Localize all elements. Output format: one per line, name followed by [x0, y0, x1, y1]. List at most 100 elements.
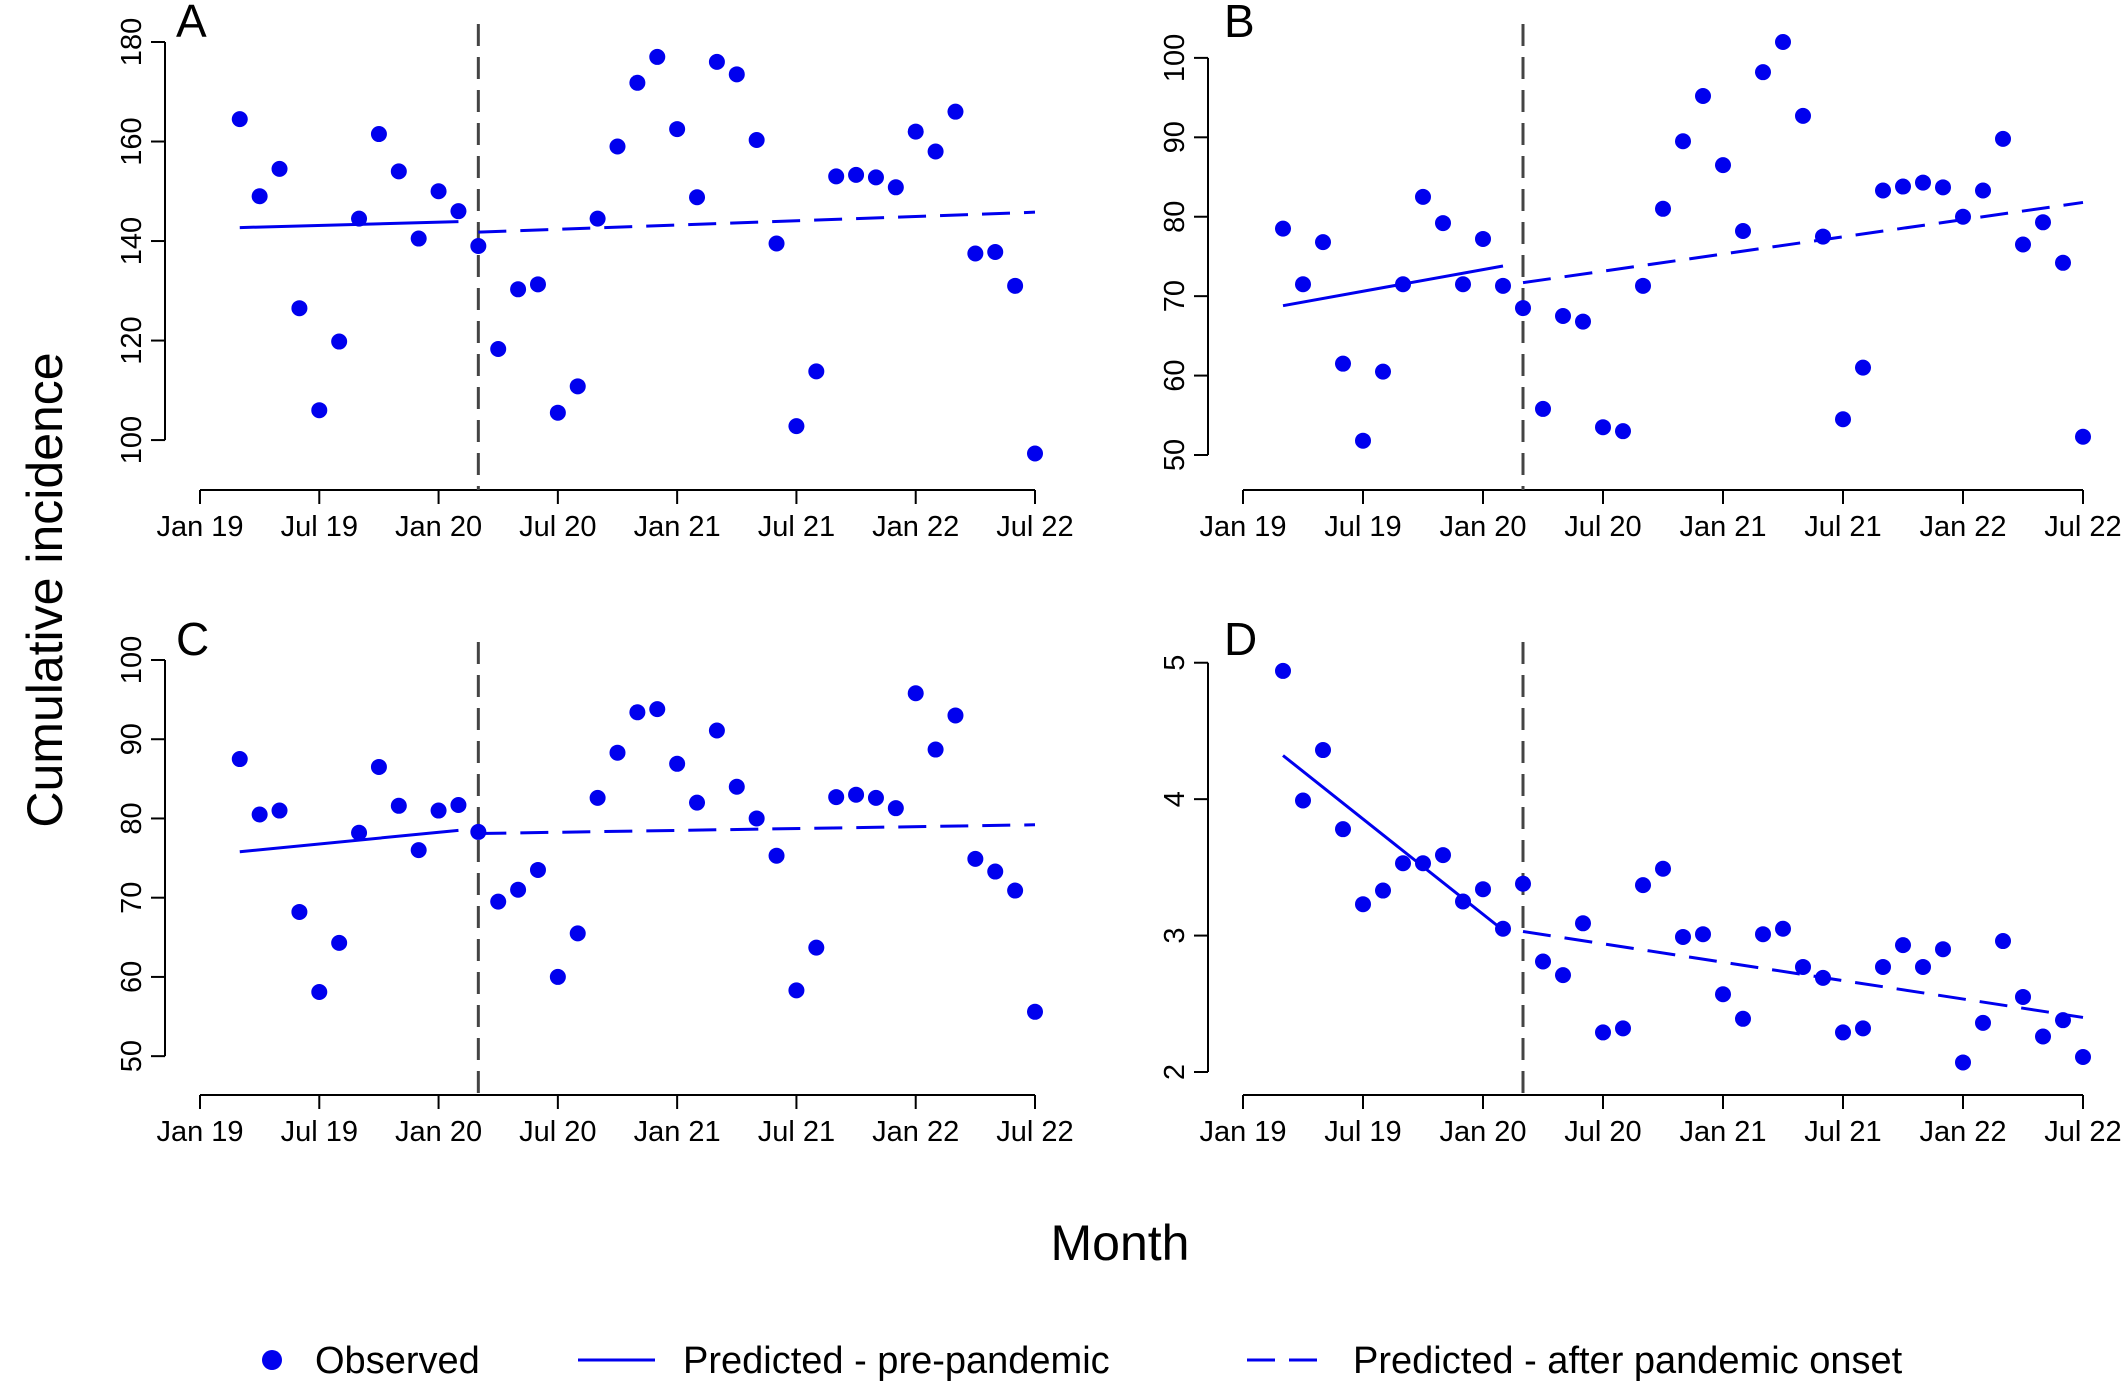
- observed-point: [251, 806, 268, 823]
- observed-point: [1915, 174, 1931, 191]
- x-tick-label: Jul 20: [519, 511, 596, 543]
- observed-point: [1495, 277, 1511, 294]
- observed-point: [1355, 432, 1371, 449]
- panel-letter: C: [176, 613, 209, 665]
- observed-point: [370, 758, 387, 775]
- legend-post-onset-label: Predicted - after pandemic onset: [1353, 1340, 1903, 1382]
- observed-point: [589, 789, 606, 806]
- observed-point: [1435, 847, 1451, 864]
- observed-point: [848, 786, 865, 803]
- observed-point: [2035, 1028, 2051, 1045]
- y-tick-label: 100: [116, 636, 148, 684]
- y-tick-label: 80: [116, 802, 148, 834]
- observed-point: [1675, 133, 1691, 150]
- observed-point: [549, 968, 566, 985]
- observed-point: [828, 168, 845, 185]
- observed-point: [689, 189, 706, 206]
- x-tick-label: Jan 22: [1919, 511, 2006, 543]
- observed-point: [1375, 882, 1391, 899]
- observed-point: [1295, 276, 1311, 293]
- observed-point: [1335, 821, 1351, 838]
- observed-point: [927, 143, 944, 160]
- y-tick-label: 70: [1159, 280, 1191, 312]
- observed-point: [848, 166, 865, 183]
- observed-point: [1535, 400, 1551, 417]
- x-tick-label: Jul 19: [281, 1116, 358, 1148]
- observed-point: [430, 802, 447, 819]
- observed-point: [510, 881, 527, 898]
- observed-point: [549, 404, 566, 421]
- observed-point: [887, 800, 904, 817]
- observed-point: [1715, 986, 1731, 1003]
- observed-point: [1915, 958, 1931, 975]
- observed-point: [1835, 411, 1851, 428]
- y-tick-label: 80: [1159, 201, 1191, 233]
- observed-point: [1735, 223, 1751, 240]
- x-tick-label: Jul 19: [1324, 1116, 1401, 1148]
- observed-point: [1695, 88, 1711, 105]
- y-tick-label: 50: [1159, 439, 1191, 471]
- observed-point: [768, 235, 785, 252]
- observed-point: [788, 418, 805, 435]
- observed-point: [529, 861, 546, 878]
- observed-point: [1795, 107, 1811, 124]
- observed-point: [867, 169, 884, 186]
- observed-point: [291, 300, 308, 317]
- observed-point: [987, 863, 1004, 880]
- observed-point: [490, 893, 507, 910]
- observed-point: [689, 794, 706, 811]
- observed-point: [649, 48, 666, 65]
- observed-point: [1395, 276, 1411, 293]
- panel-letter: D: [1224, 613, 1257, 665]
- observed-point: [1375, 363, 1391, 380]
- observed-point: [1275, 662, 1291, 679]
- observed-point: [748, 810, 765, 827]
- observed-point: [2015, 236, 2031, 253]
- y-tick-label: 90: [116, 723, 148, 755]
- observed-point: [291, 903, 308, 920]
- x-tick-label: Jan 22: [872, 1116, 959, 1148]
- x-tick-label: Jan 19: [156, 511, 243, 543]
- observed-point: [1535, 953, 1551, 970]
- x-tick-label: Jul 19: [281, 511, 358, 543]
- observed-point: [1935, 941, 1951, 958]
- observed-point: [907, 123, 924, 140]
- observed-point: [2055, 254, 2071, 271]
- observed-point: [1935, 179, 1951, 196]
- x-tick-label: Jan 20: [395, 1116, 482, 1148]
- observed-point: [808, 363, 825, 380]
- observed-point: [1755, 926, 1771, 943]
- observed-point: [1835, 1024, 1851, 1041]
- observed-point: [271, 802, 288, 819]
- observed-point: [1655, 200, 1671, 217]
- observed-point: [311, 402, 328, 419]
- observed-point: [1555, 308, 1571, 325]
- observed-point: [2035, 214, 2051, 231]
- observed-point: [1895, 178, 1911, 195]
- pre-pandemic-fit-line: [239, 220, 459, 230]
- panel-letter: B: [1224, 0, 1255, 47]
- observed-point: [1855, 1020, 1871, 1037]
- legend-observed-marker: [262, 1350, 282, 1370]
- panel-D: D 2 3 4 5 Jan 19 Jul 19 Jan 20 Jul 20 Jan 21 Jul 2…: [1159, 613, 2122, 1148]
- x-tick-label: Jan 21: [634, 1116, 721, 1148]
- observed-point: [1995, 933, 2011, 950]
- x-tick-label: Jan 21: [1679, 1116, 1766, 1148]
- observed-point: [907, 685, 924, 702]
- observed-point: [1415, 188, 1431, 205]
- observed-point: [390, 163, 407, 180]
- x-tick-label: Jan 20: [1439, 511, 1526, 543]
- x-tick-label: Jan 22: [1919, 1116, 2006, 1148]
- y-tick-label: 4: [1159, 791, 1191, 807]
- observed-point: [2075, 1048, 2091, 1065]
- observed-point: [1635, 277, 1651, 294]
- observed-point: [1675, 928, 1691, 945]
- observed-point: [967, 850, 984, 867]
- observed-point: [1615, 1020, 1631, 1037]
- y-tick-label: 60: [1159, 359, 1191, 391]
- observed-point: [1475, 881, 1491, 898]
- y-tick-label: 100: [1159, 34, 1191, 82]
- pre-pandemic-fit-line: [239, 828, 459, 854]
- y-tick-label: 160: [116, 117, 148, 165]
- observed-point: [490, 341, 507, 358]
